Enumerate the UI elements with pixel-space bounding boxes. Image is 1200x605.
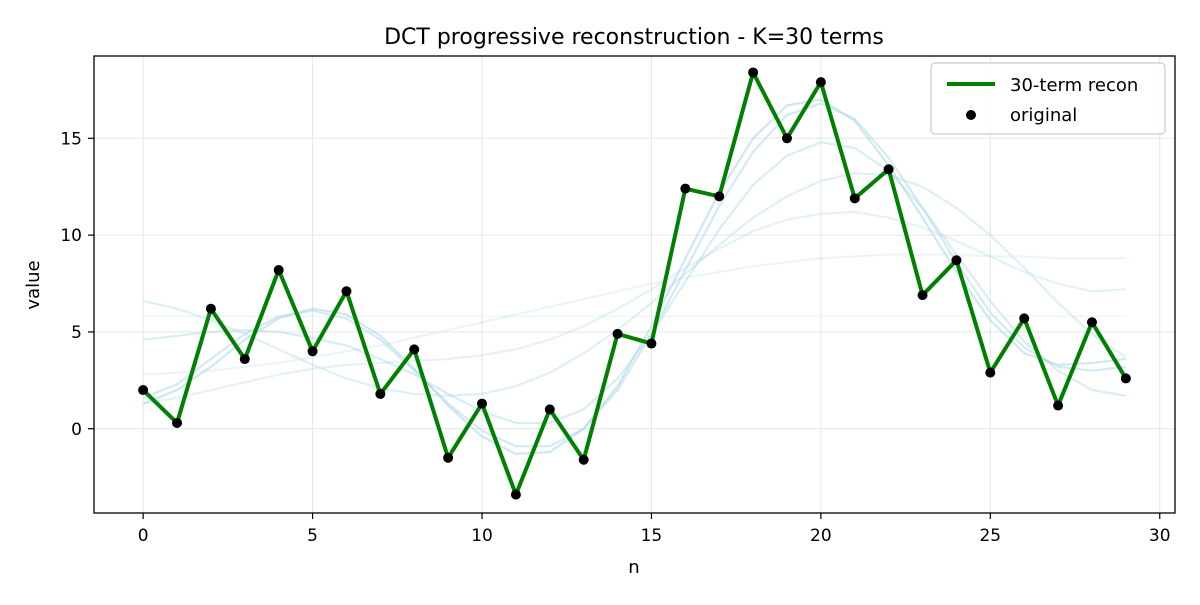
original-data-point <box>273 264 284 275</box>
original-data-point <box>578 454 589 465</box>
original-data-point <box>917 290 928 301</box>
chart-title: DCT progressive reconstruction - K=30 te… <box>384 25 884 50</box>
legend-label-recon: 30-term recon <box>1010 75 1138 96</box>
original-data-point <box>883 164 894 175</box>
original-data-point <box>815 77 826 88</box>
original-data-point <box>510 489 521 500</box>
faint-recon-line <box>142 102 1126 448</box>
original-data-point <box>612 328 623 339</box>
series-layer <box>138 67 1131 500</box>
faint-recon-line <box>143 253 1126 376</box>
original-data-point <box>1053 400 1064 411</box>
original-data-point <box>477 398 488 409</box>
legend-box <box>930 62 1166 135</box>
original-data-point <box>375 388 386 399</box>
original-data-point <box>205 303 216 314</box>
original-data-point <box>307 346 318 357</box>
y-tick-label: 0 <box>71 420 82 440</box>
original-data-point <box>781 133 792 144</box>
grid <box>94 56 1175 513</box>
faint-recon-line <box>142 210 1126 405</box>
legend: 30-term recon original <box>930 62 1166 135</box>
x-tick-label: 10 <box>471 526 493 546</box>
original-data-point <box>443 452 454 463</box>
x-tick-label: 0 <box>138 526 149 546</box>
original-data-point <box>748 67 759 78</box>
original-data-point <box>138 385 149 396</box>
original-data-point <box>985 367 996 378</box>
original-data-point <box>409 344 420 355</box>
original-data-point <box>1120 373 1131 384</box>
x-tick-label: 25 <box>979 526 1001 546</box>
recon-series-line <box>141 70 1128 497</box>
y-tick-label: 10 <box>60 226 82 246</box>
original-data-point <box>680 183 691 194</box>
original-data-point <box>714 191 725 202</box>
y-axis-label: value <box>23 260 44 309</box>
original-data-point <box>341 286 352 297</box>
x-axis-label: n <box>628 557 639 578</box>
y-tick-label: 15 <box>60 129 82 149</box>
original-data-point <box>544 404 555 415</box>
original-data-point <box>646 338 657 349</box>
faint-recon-line <box>142 172 1127 397</box>
original-data-point <box>951 255 962 266</box>
original-data-point <box>172 417 183 428</box>
axis-ticks: 0 5 10 15 20 25 30 0 5 10 15 <box>60 129 1170 546</box>
x-tick-label: 5 <box>307 526 318 546</box>
original-data-point <box>1019 313 1030 324</box>
x-tick-label: 15 <box>641 526 663 546</box>
original-data-point <box>1086 317 1097 328</box>
original-data-point <box>849 193 860 204</box>
x-tick-label: 30 <box>1149 526 1171 546</box>
original-data-point <box>239 354 250 365</box>
x-tick-label: 20 <box>810 526 832 546</box>
plot-frame <box>93 55 1176 514</box>
legend-marker-swatch <box>966 110 976 120</box>
legend-label-original: original <box>1010 105 1077 126</box>
y-tick-label: 5 <box>71 323 82 343</box>
